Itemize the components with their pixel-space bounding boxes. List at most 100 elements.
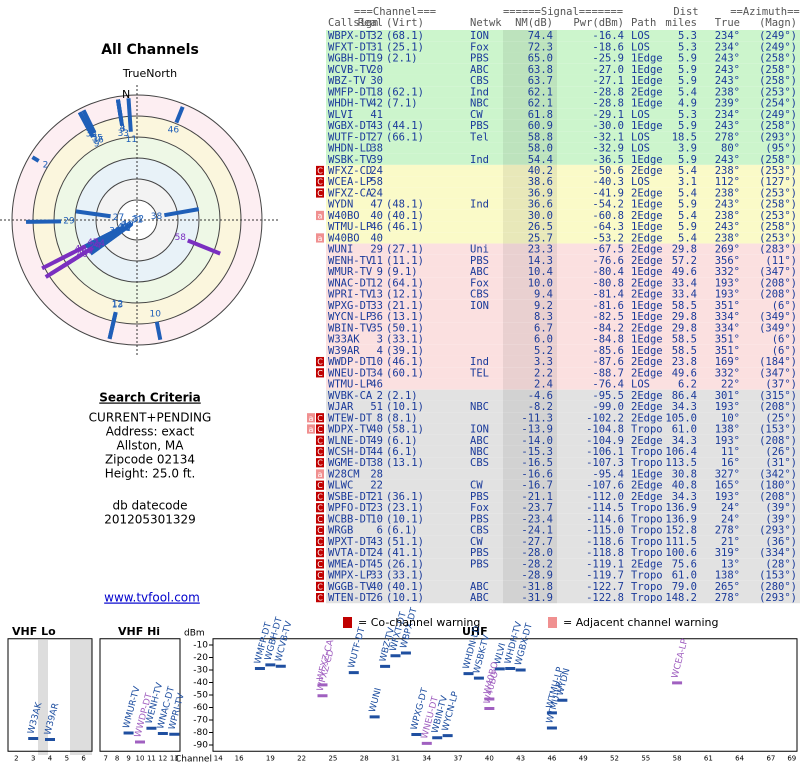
cell: -13.9 [521,424,553,436]
channel-label: 46 [168,126,180,136]
cell: -60.8 [592,210,624,222]
cell: (28°) [765,558,797,570]
cell: Tropo [631,570,663,582]
x-tick-label: 52 [610,754,619,762]
cell: 2Edge [631,491,663,503]
cell: Tropo [631,581,663,593]
panel-title: UHF [462,625,488,638]
cell: WMPX-LP [328,570,372,582]
cell: -87.6 [592,356,624,368]
cell: 5.2 [534,345,553,357]
cell: 58.5 [672,345,697,357]
cell: -53.2 [592,232,624,244]
y-tick-label: -60 [193,703,208,713]
cell: 100.6 [665,547,697,559]
signal-mark [348,671,359,675]
cell: 5.4 [678,86,697,98]
channel-label: 2 [43,161,49,171]
cell: LOS [631,379,650,391]
signal-mark [463,672,474,676]
channel-label: 18 [119,223,131,233]
cell: Ind [470,199,489,211]
cell: (26°) [765,446,797,458]
cell: Tropo [631,525,663,537]
cell: (6°) [772,334,797,346]
signal-bar [41,250,75,271]
cell: WDPX-TV [328,424,373,436]
row-background [326,322,800,334]
cell: TEL [470,367,489,379]
row-background [326,108,800,120]
warning-flag-letter: C [317,560,323,569]
signal-mark [317,683,328,687]
cell: (44.1) [386,120,424,132]
cell: -32.1 [592,131,624,143]
warning-flag-letter: a [318,234,323,243]
signal-bar [75,209,111,219]
cell: ABC [470,581,489,593]
x-tick-label: 43 [516,754,525,762]
row-background [326,52,800,64]
cell: 239° [715,98,740,110]
cell: 18 [370,86,383,98]
y-tick-label: -30 [193,666,208,676]
cell: -99.0 [592,401,624,413]
cell: W28CM [328,468,360,480]
nm-shade [503,74,557,87]
cell: 58.8 [528,131,553,143]
cell: WPXG-DT [328,300,373,312]
site-link[interactable]: www.tvfool.com [104,591,200,605]
cell: 1Edge [631,64,663,76]
cell: 278° [715,525,740,537]
signal-bar [26,219,62,224]
nm-shade [503,232,557,244]
cell: -25.9 [592,53,624,65]
cell: (9.1) [386,266,418,278]
cell: LOS [631,30,650,42]
cell: Uni [470,244,489,256]
signal-bar [44,256,77,279]
x-tick-label: 67 [766,754,775,762]
cell: NBC [470,98,489,110]
cell: 61.8 [528,109,553,121]
cell: 6.0 [534,334,553,346]
cell: 49 [370,435,383,447]
cell: (46.1) [386,221,424,233]
cell: -107.3 [586,457,624,469]
signal-mark [157,732,168,735]
cell: 62.1 [528,86,553,98]
cell: (40.1) [386,210,424,222]
nm-shade [503,52,557,64]
cell: 2Edge [631,165,663,177]
criteria-line: Allston, MA [117,439,185,453]
cell: NBC [470,446,489,458]
cell: 238° [715,232,740,244]
panel-frame [212,638,798,752]
row-background [326,97,800,109]
nm-shade [503,299,557,311]
channel-label: 40 [82,247,94,257]
cell: (64.1) [386,277,424,289]
cell: WBPX-DT [328,30,373,42]
cell: 25.7 [528,232,553,244]
cell: ABC [470,266,489,278]
cell: 18.5 [672,131,697,143]
cell: 243° [715,75,740,87]
cell: 2Edge [631,187,663,199]
cell: 2.4 [534,379,553,391]
signal-mark [254,667,265,670]
cell: 47 [370,199,383,211]
cell: 2Edge [631,390,663,402]
cell: -21.1 [521,491,553,503]
cell: 351° [715,300,740,312]
panel-title: VHF Lo [12,625,56,638]
cell: 1Edge [631,98,663,110]
warning-flag-letter: C [317,582,323,591]
cell: LOS [631,143,650,155]
warning-flag-letter: a [318,470,323,479]
warning-flag [316,503,324,513]
cell: (25.1) [386,41,424,53]
cell: 5.9 [678,221,697,233]
cell: 72.3 [528,41,553,53]
cell: PBS [470,53,489,65]
